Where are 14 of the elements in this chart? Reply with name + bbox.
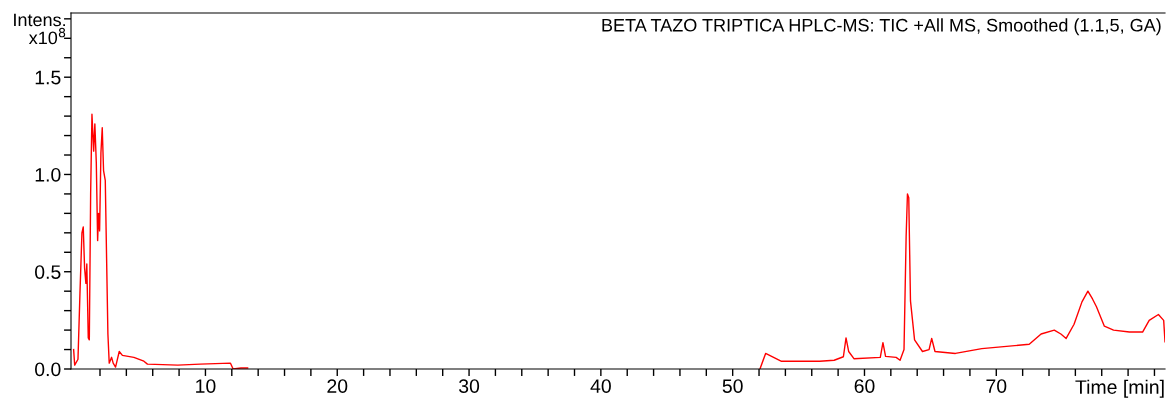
x-tick-label: 60 [854, 379, 875, 393]
y-axis-title: Intens. x10$^{8}$ [14, 13, 66, 45]
x-tick-label: 50 [722, 379, 743, 393]
x-tick-label: 30 [458, 379, 480, 393]
y-tick-label: 0.0 [35, 362, 61, 377]
x-tick-label: 20 [327, 379, 348, 393]
y-tick-label: 0.5 [35, 265, 61, 279]
x-tick-label: 40 [590, 379, 611, 393]
chart-title: BETA TAZO TRIPTICA HPLC-MS: TIC +All MS, Smoothed (1.1,5, GA) [602, 18, 1161, 36]
x-tick-label: 70 [986, 379, 1007, 393]
y-tick-label: 1.0 [35, 167, 61, 182]
x-tick-label: 10 [196, 379, 216, 393]
y-tick-label: 1.5 [35, 70, 61, 85]
x-axis-title: Time [min] [1075, 379, 1164, 398]
